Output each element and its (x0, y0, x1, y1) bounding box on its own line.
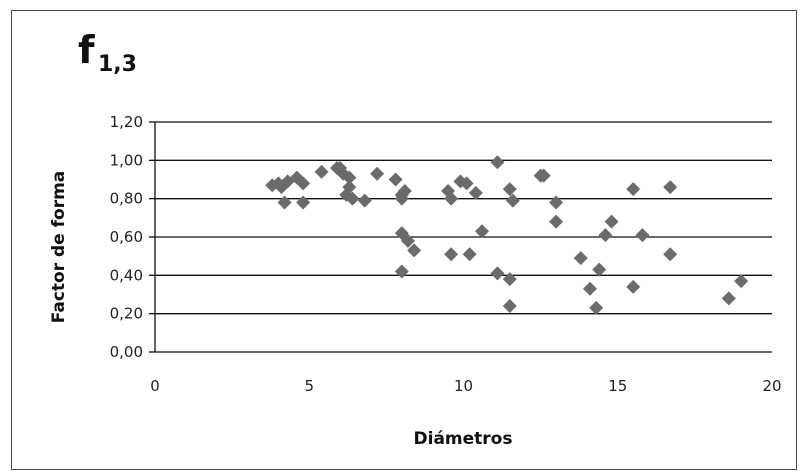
scatter-point (598, 228, 613, 243)
scatter-point (549, 214, 564, 229)
scatter-point (582, 281, 597, 296)
scatter-point (490, 155, 505, 170)
scatter-point (342, 170, 357, 185)
scatter-point (394, 264, 409, 279)
scatter-point (573, 251, 588, 266)
scatter-point (549, 195, 564, 210)
x-tick-labels: 0 5 10 15 20 (150, 377, 781, 395)
axes (149, 121, 772, 353)
scatter-point (626, 279, 641, 294)
scatter-point (462, 247, 477, 262)
scatter-point (592, 262, 607, 277)
scatter-point (604, 214, 619, 229)
scatter-point (502, 272, 517, 287)
x-tick-label: 0 (150, 377, 160, 395)
grid-lines (155, 121, 772, 315)
scatter-point (444, 191, 459, 206)
chart-title-main: f (78, 28, 95, 72)
chart-frame: f 1,3 0,00 0,20 0,40 0,60 0,80 1,00 1,20 0 5 10 1… (11, 10, 797, 470)
y-tick-label: 0,00 (110, 343, 143, 361)
x-axis-title: Diámetros (414, 429, 513, 449)
x-tick-label: 10 (454, 377, 473, 395)
scatter-point (635, 228, 650, 243)
x-tick-label: 15 (608, 377, 627, 395)
scatter-point (357, 193, 372, 208)
scatter-point (589, 300, 604, 315)
scatter-point (721, 291, 736, 306)
scatter-point (314, 164, 329, 179)
x-tick-label: 20 (762, 377, 781, 395)
scatter-point (536, 168, 551, 183)
scatter-point (296, 176, 311, 191)
y-tick-label: 0,60 (110, 228, 143, 246)
y-tick-labels: 0,00 0,20 0,40 0,60 0,80 1,00 1,20 (110, 113, 143, 361)
chart-title: f 1,3 (78, 28, 137, 77)
scatter-point (407, 243, 422, 258)
data-points (265, 155, 749, 315)
scatter-point (444, 247, 459, 262)
scatter-point (502, 182, 517, 197)
scatter-point (663, 247, 678, 262)
scatter-point (342, 180, 357, 195)
scatter-point (502, 299, 517, 313)
y-tick-label: 0,20 (110, 305, 143, 323)
scatter-point (468, 185, 483, 200)
scatter-point (397, 184, 412, 198)
y-tick-label: 1,00 (110, 151, 143, 169)
x-tick-label: 5 (304, 377, 314, 395)
scatter-point (475, 224, 490, 239)
scatter-point (277, 195, 292, 210)
y-tick-label: 0,80 (110, 190, 143, 208)
scatter-point (663, 180, 678, 195)
scatter-point (626, 182, 641, 197)
scatter-point (490, 266, 505, 281)
scatter-point (505, 193, 520, 208)
scatter-point (734, 274, 749, 289)
y-tick-label: 0,40 (110, 266, 143, 284)
chart-title-subscript: 1,3 (98, 52, 137, 77)
scatter-point (388, 172, 403, 187)
scatter-point (370, 166, 385, 181)
y-tick-label: 1,20 (110, 113, 143, 131)
y-axis-title: Factor de forma (49, 171, 69, 324)
scatter-point (345, 191, 360, 206)
scatter-chart: f 1,3 0,00 0,20 0,40 0,60 0,80 1,00 1,20 0 5 10 1… (49, 28, 782, 449)
scatter-point (296, 195, 311, 210)
scatter-point (400, 233, 415, 248)
scatter-point (459, 176, 474, 191)
